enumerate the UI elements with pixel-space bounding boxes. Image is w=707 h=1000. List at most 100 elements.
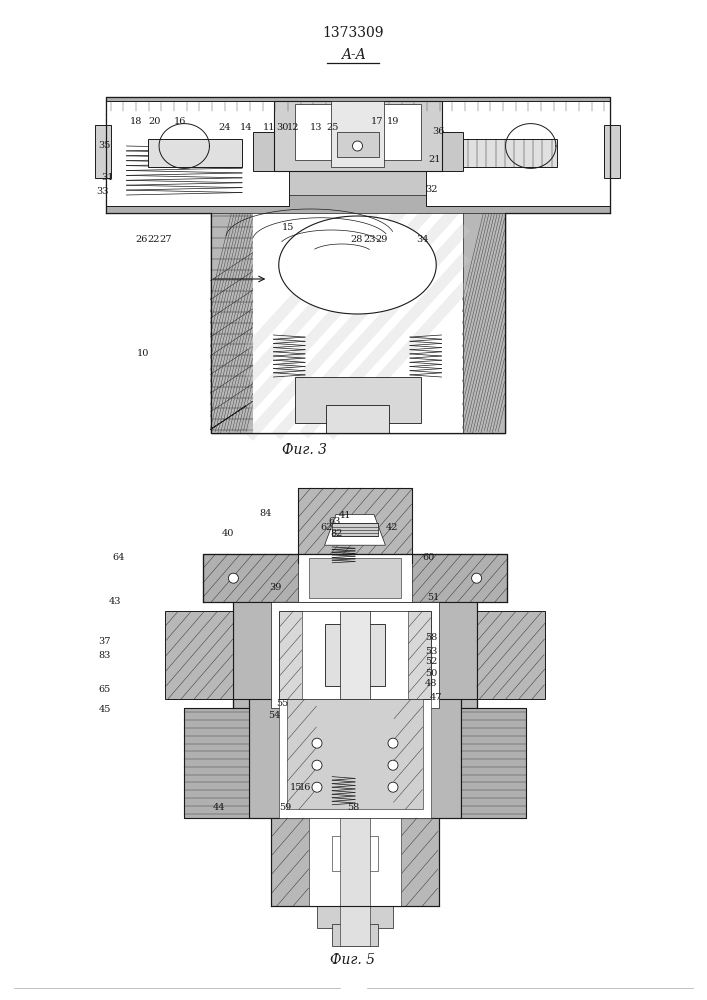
Text: 34: 34	[416, 235, 428, 244]
Polygon shape	[95, 125, 111, 178]
Polygon shape	[462, 202, 505, 433]
Polygon shape	[274, 101, 441, 170]
Polygon shape	[105, 195, 609, 213]
Polygon shape	[184, 708, 249, 818]
Polygon shape	[252, 202, 462, 433]
Polygon shape	[279, 611, 431, 699]
Polygon shape	[332, 924, 378, 946]
Text: 84: 84	[259, 510, 272, 518]
Circle shape	[312, 738, 322, 748]
Circle shape	[312, 782, 322, 792]
Polygon shape	[298, 488, 412, 563]
Polygon shape	[298, 554, 412, 602]
Polygon shape	[295, 104, 421, 160]
Text: 37: 37	[98, 638, 111, 647]
Text: 30: 30	[276, 123, 289, 132]
Text: 54: 54	[268, 710, 281, 720]
Polygon shape	[426, 101, 609, 206]
Text: 23: 23	[363, 235, 376, 244]
Polygon shape	[310, 558, 401, 598]
Polygon shape	[310, 818, 401, 906]
Text: 24: 24	[218, 123, 231, 132]
Text: 32: 32	[425, 186, 438, 194]
Polygon shape	[340, 818, 370, 946]
Text: 18: 18	[130, 117, 143, 126]
Polygon shape	[332, 101, 384, 167]
Text: 31: 31	[101, 172, 114, 182]
Circle shape	[472, 573, 481, 583]
Polygon shape	[233, 602, 477, 708]
Text: 21: 21	[428, 155, 441, 164]
Text: 16: 16	[299, 782, 312, 792]
Text: 20: 20	[148, 117, 160, 126]
Text: 50: 50	[425, 668, 438, 678]
Text: 25: 25	[326, 123, 339, 132]
Text: 17: 17	[370, 117, 383, 126]
Text: 63: 63	[328, 516, 341, 526]
Text: 35: 35	[98, 140, 111, 149]
Text: 33: 33	[96, 188, 109, 196]
Polygon shape	[165, 611, 233, 699]
Polygon shape	[249, 699, 462, 818]
Polygon shape	[203, 554, 507, 602]
Text: 43: 43	[108, 596, 121, 605]
Polygon shape	[271, 602, 438, 708]
Text: 12: 12	[287, 123, 300, 132]
Polygon shape	[148, 139, 242, 167]
Text: 64: 64	[112, 552, 124, 562]
Text: 65: 65	[98, 686, 111, 694]
Text: 19: 19	[387, 117, 399, 126]
Text: Фиг. 3: Фиг. 3	[283, 443, 327, 457]
Text: 27: 27	[159, 235, 172, 244]
Text: 42: 42	[385, 522, 398, 532]
Polygon shape	[295, 377, 421, 422]
Polygon shape	[477, 611, 545, 699]
Polygon shape	[332, 523, 378, 536]
Polygon shape	[105, 97, 609, 213]
Polygon shape	[279, 216, 436, 314]
Text: 45: 45	[98, 706, 111, 714]
Circle shape	[353, 141, 363, 151]
Text: 55: 55	[276, 698, 289, 708]
Polygon shape	[604, 125, 620, 178]
Text: Фиг. 5: Фиг. 5	[330, 953, 375, 967]
Text: 51: 51	[427, 592, 440, 601]
Text: 53: 53	[425, 647, 438, 656]
Text: 28: 28	[351, 235, 363, 244]
Circle shape	[388, 738, 398, 748]
Text: 41: 41	[339, 512, 351, 520]
Text: 13: 13	[310, 123, 322, 132]
Polygon shape	[325, 514, 385, 545]
Text: 15: 15	[282, 223, 295, 232]
Text: 14: 14	[240, 123, 252, 132]
Polygon shape	[317, 906, 393, 928]
Polygon shape	[271, 818, 438, 906]
Polygon shape	[105, 97, 609, 114]
Polygon shape	[105, 111, 168, 188]
Polygon shape	[340, 611, 370, 699]
Text: 47: 47	[430, 694, 443, 702]
Polygon shape	[211, 202, 505, 433]
Text: 39: 39	[269, 582, 282, 591]
Polygon shape	[211, 202, 505, 433]
Polygon shape	[302, 611, 408, 699]
Circle shape	[228, 573, 238, 583]
Text: 22: 22	[147, 235, 160, 244]
Text: 58: 58	[347, 804, 360, 812]
Polygon shape	[462, 708, 526, 818]
Circle shape	[388, 760, 398, 770]
Text: 29: 29	[375, 235, 388, 244]
Text: 44: 44	[213, 804, 226, 812]
Text: 52: 52	[425, 658, 438, 666]
Text: 40: 40	[222, 528, 235, 538]
Polygon shape	[279, 699, 431, 818]
Polygon shape	[332, 836, 378, 871]
Polygon shape	[286, 699, 423, 809]
Polygon shape	[325, 624, 385, 686]
Polygon shape	[547, 111, 609, 188]
Text: 58: 58	[425, 634, 438, 643]
Text: 59: 59	[279, 804, 292, 812]
Text: A-A: A-A	[341, 48, 366, 62]
Text: 1373309: 1373309	[322, 26, 384, 40]
Text: 10: 10	[136, 349, 149, 358]
